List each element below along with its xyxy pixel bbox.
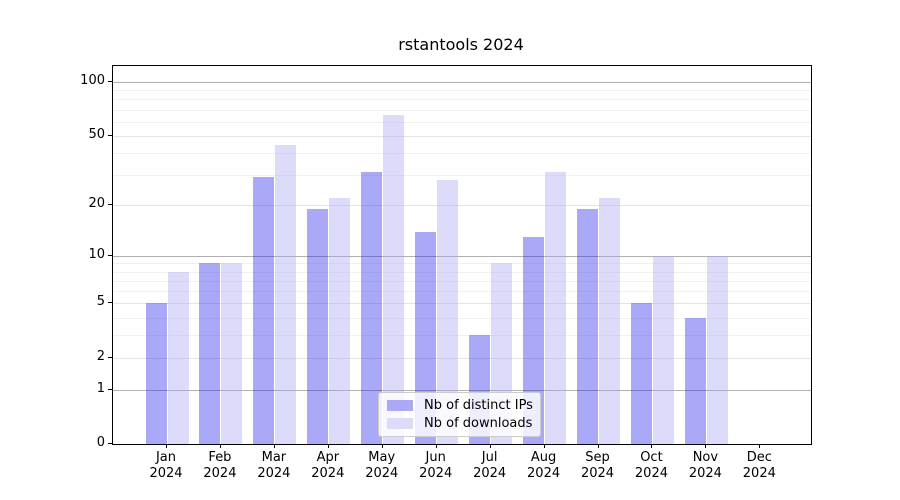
y-tick-mark (108, 388, 112, 390)
bar-distinct-ips (253, 177, 275, 444)
gridline-decade (113, 255, 811, 257)
x-tick-label: May 2024 (365, 450, 399, 481)
y-tick-label: 100 (80, 73, 105, 89)
bar-distinct-ips (577, 209, 599, 444)
bar-downloads (437, 179, 459, 444)
x-tick-label: Feb 2024 (203, 450, 237, 481)
bar-downloads (652, 255, 674, 444)
bar-downloads (167, 271, 189, 444)
bar-downloads (706, 255, 728, 444)
bar-downloads (383, 115, 405, 444)
bar-downloads (599, 198, 621, 444)
x-tick-mark (219, 444, 221, 448)
x-tick-label: Jun 2024 (419, 450, 453, 481)
x-tick-label: Oct 2024 (634, 450, 668, 481)
gridline-minor (113, 152, 811, 154)
y-tick-label: 2 (96, 348, 105, 364)
x-tick-mark (543, 444, 545, 448)
bar-downloads (329, 198, 351, 444)
x-tick-mark (759, 444, 761, 448)
x-tick-label: Nov 2024 (688, 450, 722, 481)
gridline-minor (113, 109, 811, 111)
x-tick-label: Jul 2024 (473, 450, 507, 481)
gridline-minor (113, 280, 811, 282)
y-tick-mark (108, 81, 112, 83)
legend-label-downloads: Nb of downloads (424, 416, 533, 431)
gridline-minor (113, 335, 811, 337)
y-tick-label: 10 (88, 246, 105, 262)
gridline-decade (113, 82, 811, 84)
x-tick-label: Dec 2024 (742, 450, 776, 481)
x-tick-label: Aug 2024 (527, 450, 561, 481)
gridline-minor (113, 271, 811, 273)
x-tick-mark (651, 444, 653, 448)
x-tick-mark (435, 444, 437, 448)
bar-distinct-ips (361, 172, 383, 444)
plot-area (112, 65, 812, 445)
x-tick-label: Sep 2024 (580, 450, 615, 481)
gridline-major (113, 205, 811, 207)
legend-swatch-downloads (387, 418, 413, 429)
bar-distinct-ips (145, 303, 167, 444)
x-tick-mark (273, 444, 275, 448)
x-tick-mark (489, 444, 491, 448)
y-tick-mark (108, 204, 112, 206)
gridline-minor (113, 263, 811, 265)
y-tick-label: 1 (96, 380, 105, 396)
y-tick-label: 50 (88, 126, 105, 142)
legend: Nb of distinct IPs Nb of downloads (378, 392, 541, 437)
y-tick-label: 20 (88, 196, 105, 212)
y-tick-mark (108, 134, 112, 136)
x-tick-mark (381, 444, 383, 448)
y-tick-label: 5 (96, 294, 105, 310)
bar-distinct-ips (307, 209, 329, 444)
x-tick-label: Jan 2024 (149, 450, 183, 481)
x-tick-mark (705, 444, 707, 448)
gridline-minor (113, 90, 811, 92)
legend-label-distinct-ips: Nb of distinct IPs (424, 398, 533, 413)
gridline-minor (113, 291, 811, 293)
y-tick-mark (108, 302, 112, 304)
gridline-minor (113, 121, 811, 123)
x-tick-label: Mar 2024 (257, 450, 291, 481)
bar-downloads (221, 263, 243, 444)
gridline-decade (113, 389, 811, 391)
bar-downloads (545, 172, 567, 444)
legend-item-downloads: Nb of downloads (387, 416, 532, 431)
x-tick-mark (597, 444, 599, 448)
plot-canvas (113, 66, 811, 444)
gridline-minor (113, 174, 811, 176)
legend-item-distinct-ips: Nb of distinct IPs (387, 398, 533, 413)
x-tick-mark (166, 444, 167, 448)
y-tick-mark (108, 443, 112, 444)
gridline-major (113, 357, 811, 359)
gridline-major (113, 135, 811, 137)
y-tick-mark (108, 356, 112, 358)
bar-distinct-ips (684, 317, 706, 444)
x-tick-label: Apr 2024 (311, 450, 345, 481)
bar-distinct-ips (630, 303, 652, 444)
gridline-minor (113, 317, 811, 319)
x-tick-mark (327, 444, 329, 448)
gridline-major (113, 303, 811, 305)
gridline-minor (113, 99, 811, 101)
bar-distinct-ips (415, 231, 437, 444)
legend-swatch-distinct-ips (387, 400, 413, 411)
y-tick-mark (108, 254, 112, 256)
bar-distinct-ips (199, 263, 221, 444)
bar-downloads (275, 145, 297, 444)
y-tick-label: 0 (96, 435, 105, 450)
chart-title: rstantools 2024 (398, 35, 524, 54)
